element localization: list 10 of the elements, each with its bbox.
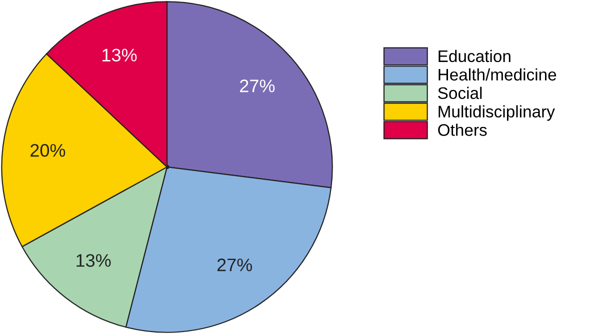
legend-label: Multidisciplinary — [438, 105, 555, 121]
legend-label: Others — [438, 124, 487, 136]
data-label: 27% — [240, 80, 275, 92]
legend-label: Education — [438, 50, 510, 62]
legend-label: Social — [438, 86, 482, 100]
data-label: 20% — [30, 144, 66, 157]
data-label: 27% — [217, 258, 252, 272]
data-label: 13% — [76, 254, 111, 267]
data-label: 13% — [102, 48, 137, 62]
legend-label: Health/medicine — [438, 68, 556, 81]
